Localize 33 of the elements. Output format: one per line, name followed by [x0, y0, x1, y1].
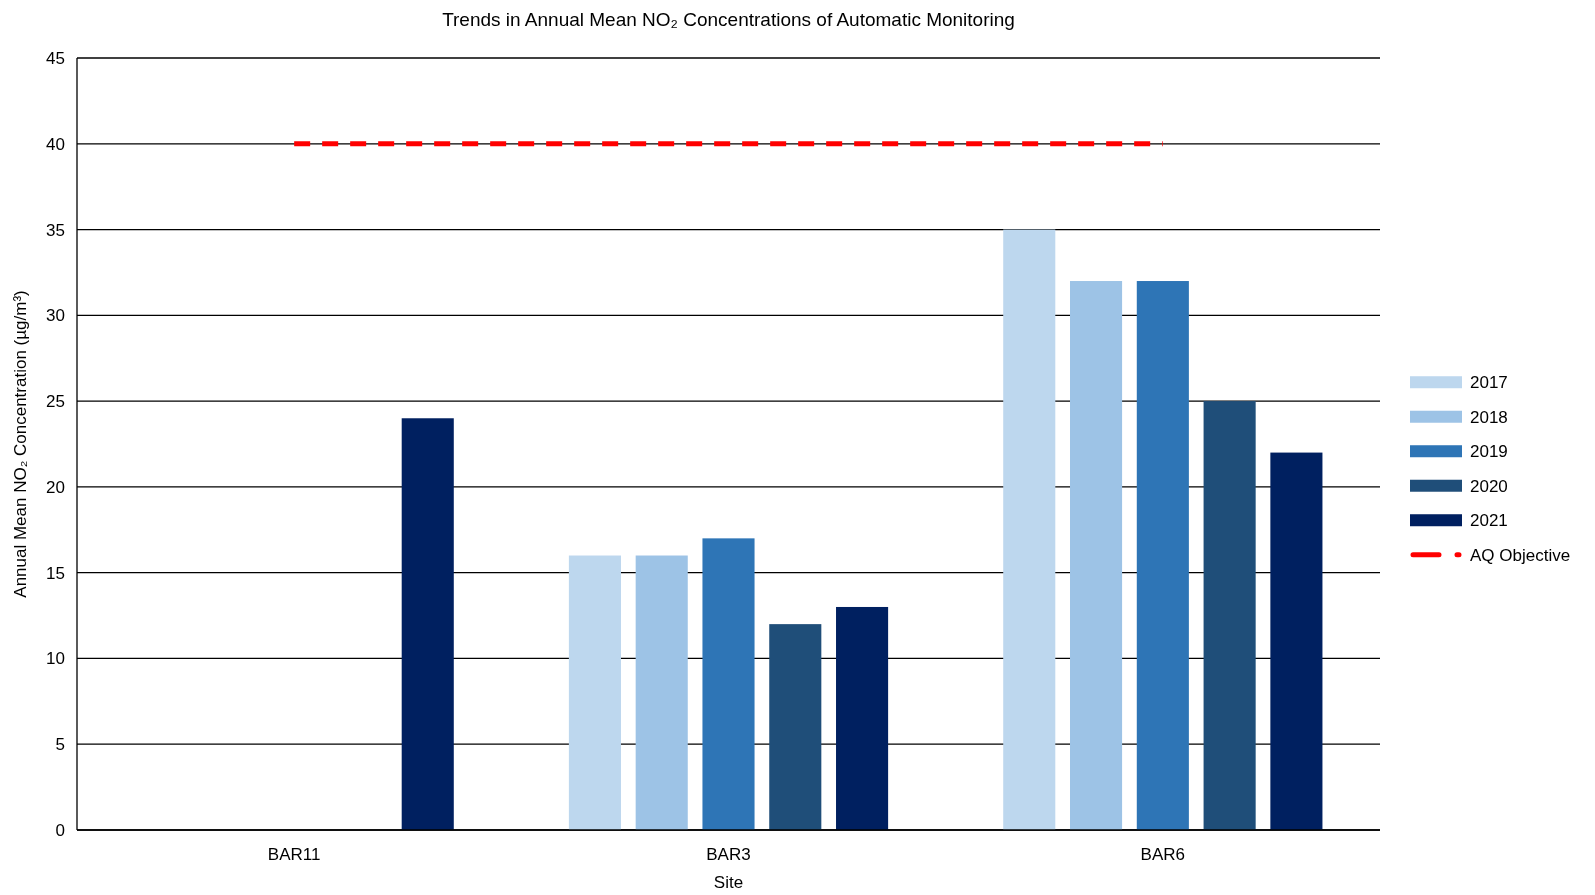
- legend-label: 2018: [1470, 407, 1508, 427]
- y-tick-label: 30: [46, 306, 65, 326]
- bar: [1203, 401, 1256, 830]
- bar: [836, 606, 889, 830]
- bar: [1070, 281, 1123, 830]
- x-tick-label: BAR3: [706, 845, 751, 864]
- bar: [769, 624, 822, 830]
- bar: [635, 555, 688, 830]
- x-tick-label: BAR6: [1140, 845, 1186, 864]
- bar: [568, 555, 621, 830]
- legend-label: 2020: [1470, 476, 1508, 496]
- y-axis-title: Annual Mean NO₂ Concentration (µg/m³): [11, 290, 30, 598]
- bar: [401, 418, 454, 830]
- bar: [702, 538, 755, 830]
- legend-label: AQ Objective: [1470, 545, 1571, 565]
- bar: [1003, 229, 1056, 830]
- y-tick-label: 45: [46, 48, 65, 68]
- y-tick-label: 35: [46, 220, 65, 240]
- y-tick-label: 40: [46, 134, 65, 154]
- bar: [1136, 281, 1189, 830]
- y-tick-label: 20: [46, 477, 65, 497]
- legend-label: 2021: [1470, 511, 1508, 531]
- bar: [1270, 452, 1323, 830]
- chart-title: Trends in Annual Mean NO₂ Concentrations of Automatic Monitoring: [442, 9, 1015, 30]
- y-tick-label: 5: [55, 735, 65, 755]
- y-tick-label: 15: [46, 563, 65, 583]
- legend-label: 2017: [1470, 373, 1508, 393]
- legend-label: 2019: [1470, 442, 1508, 462]
- x-tick-label: BAR11: [267, 845, 321, 864]
- y-tick-label: 25: [46, 392, 65, 412]
- y-tick-label: 10: [46, 649, 65, 669]
- y-tick-label: 0: [55, 820, 65, 840]
- x-axis-title: Site: [713, 873, 744, 892]
